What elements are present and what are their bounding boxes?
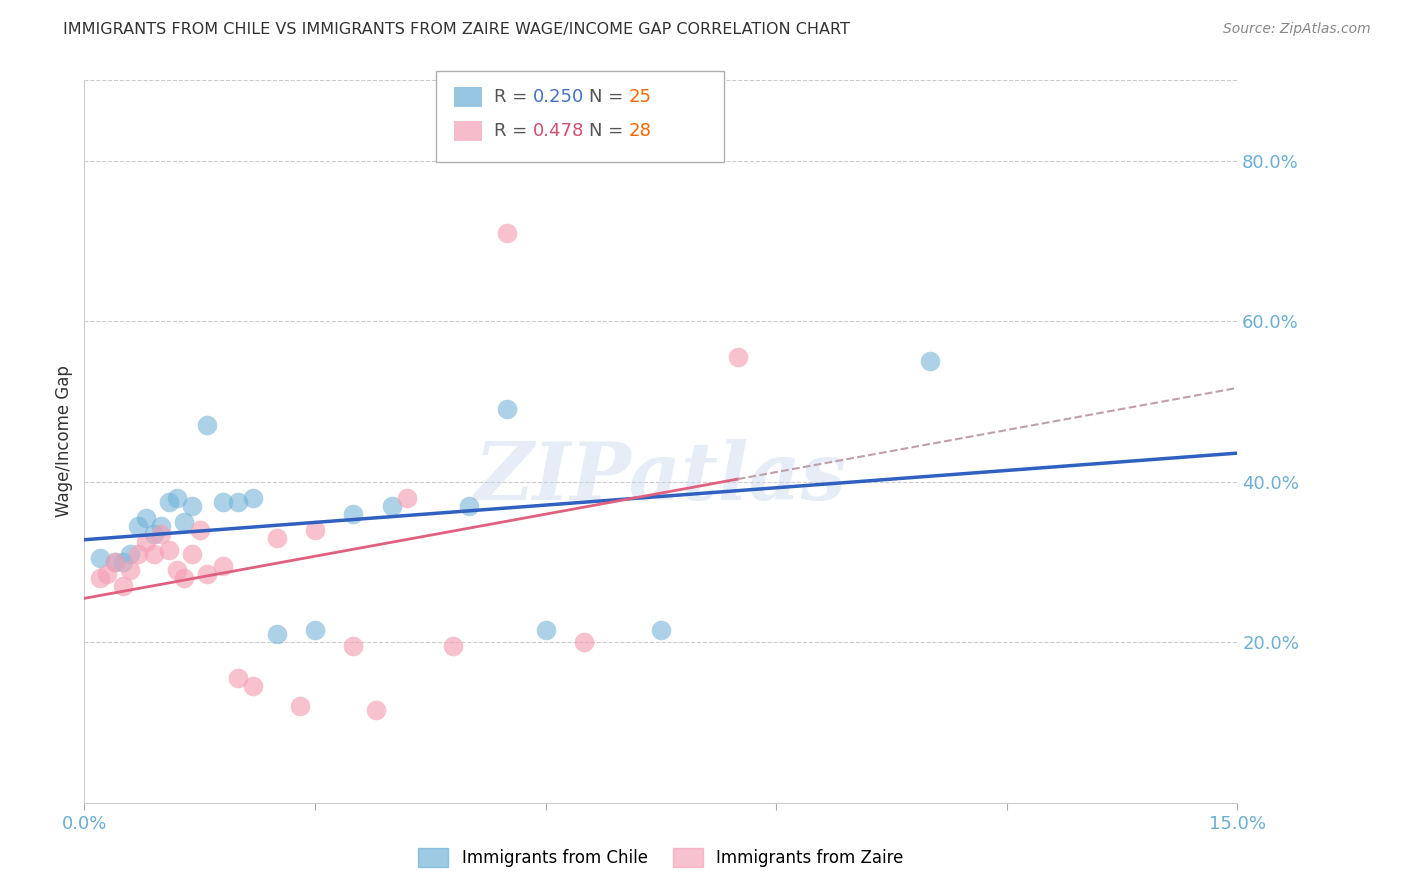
Point [366, 703, 388, 717]
Point [304, 523, 326, 537]
Point [304, 623, 326, 637]
Point [157, 542, 180, 557]
Point [534, 623, 557, 637]
Point [127, 547, 149, 561]
Text: N =: N = [589, 122, 628, 140]
Point [381, 499, 404, 513]
Point [572, 635, 595, 649]
Point [166, 491, 188, 505]
Point [496, 226, 519, 240]
Point [266, 627, 288, 641]
Text: N =: N = [589, 88, 628, 106]
Point [288, 699, 311, 714]
Point [441, 639, 464, 653]
Point [342, 639, 364, 653]
Point [104, 555, 127, 569]
Point [496, 402, 519, 417]
Point [135, 510, 157, 524]
Point [195, 418, 218, 433]
Point [111, 555, 134, 569]
Text: R =: R = [494, 88, 533, 106]
Point [173, 571, 195, 585]
Text: R =: R = [494, 122, 533, 140]
Point [242, 680, 264, 694]
Point [96, 567, 118, 582]
Point [166, 563, 188, 577]
Point [266, 531, 288, 545]
Point [181, 499, 204, 513]
Point [150, 526, 173, 541]
Point [111, 579, 134, 593]
Point [157, 494, 180, 508]
Point [120, 547, 142, 561]
Text: 28: 28 [628, 122, 651, 140]
Point [142, 547, 165, 561]
Point [188, 523, 211, 537]
Point [727, 350, 749, 364]
Text: 0.250: 0.250 [533, 88, 583, 106]
Point [181, 547, 204, 561]
Point [226, 671, 249, 685]
Point [211, 558, 233, 574]
Point [211, 494, 233, 508]
Point [150, 518, 173, 533]
Point [342, 507, 364, 521]
Point [142, 526, 165, 541]
Point [226, 494, 249, 508]
Text: ZIPatlas: ZIPatlas [475, 439, 846, 516]
Text: IMMIGRANTS FROM CHILE VS IMMIGRANTS FROM ZAIRE WAGE/INCOME GAP CORRELATION CHART: IMMIGRANTS FROM CHILE VS IMMIGRANTS FROM… [63, 22, 851, 37]
Legend: Immigrants from Chile, Immigrants from Zaire: Immigrants from Chile, Immigrants from Z… [412, 841, 910, 874]
Text: Source: ZipAtlas.com: Source: ZipAtlas.com [1223, 22, 1371, 37]
Point [195, 567, 218, 582]
Y-axis label: Wage/Income Gap: Wage/Income Gap [55, 366, 73, 517]
Point [457, 499, 479, 513]
Text: 0.478: 0.478 [533, 122, 585, 140]
Point [173, 515, 195, 529]
Point [242, 491, 264, 505]
Point [650, 623, 672, 637]
Point [127, 518, 149, 533]
Point [120, 563, 142, 577]
Point [918, 354, 941, 368]
Point [135, 534, 157, 549]
Point [89, 550, 111, 566]
Point [89, 571, 111, 585]
Point [104, 555, 127, 569]
Text: 25: 25 [628, 88, 651, 106]
Point [396, 491, 419, 505]
